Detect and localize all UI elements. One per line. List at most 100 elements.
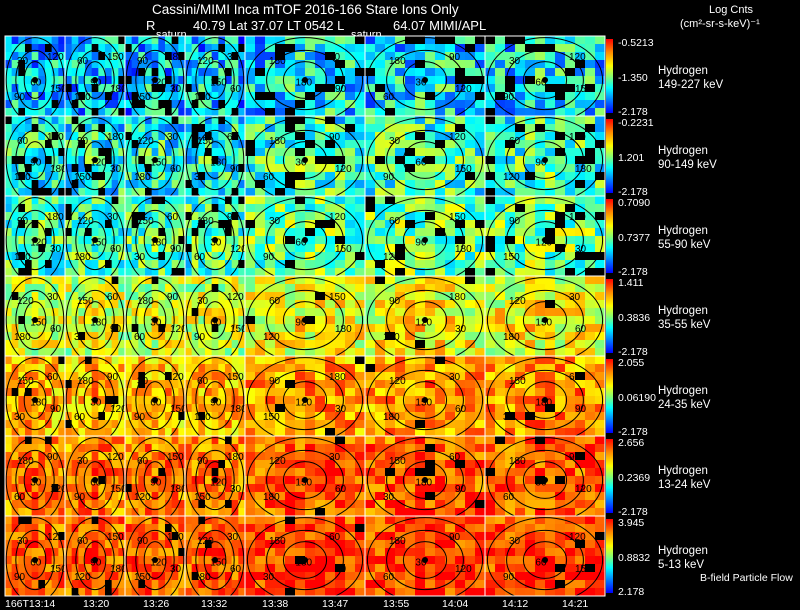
heatmap-cell	[595, 236, 606, 245]
heatmap-cell	[485, 260, 496, 269]
contour-label: 120	[150, 78, 167, 89]
heatmap-cell	[245, 108, 256, 117]
heatmap-cell	[485, 356, 496, 365]
heatmap-cell	[172, 36, 179, 45]
heatmap-cell	[32, 524, 39, 533]
heatmap-cell	[525, 356, 536, 365]
heatmap-cell	[185, 204, 192, 213]
heatmap-cell	[118, 268, 125, 277]
heatmap-cell	[495, 60, 506, 69]
heatmap-cell	[32, 100, 39, 109]
heatmap-cell	[555, 372, 566, 381]
heatmap-cell	[485, 132, 496, 141]
contour-label: 30	[150, 318, 162, 329]
contour-label: 120	[77, 216, 94, 227]
heatmap-cell	[545, 212, 556, 221]
heatmap-cell	[65, 436, 72, 445]
heatmap-cell	[395, 492, 406, 501]
heatmap-cell	[118, 204, 125, 213]
heatmap-cell	[305, 468, 316, 477]
heatmap-cell	[445, 244, 456, 253]
heatmap-cell	[152, 180, 159, 189]
heatmap-cell	[405, 76, 416, 85]
heatmap-cell	[585, 316, 596, 325]
heatmap-cell	[345, 60, 356, 69]
heatmap-cell	[178, 500, 185, 509]
contour-label: 60	[74, 412, 86, 423]
heatmap-cell	[365, 180, 376, 189]
heatmap-cell	[132, 316, 139, 325]
heatmap-cell	[355, 68, 366, 77]
heatmap-cell	[355, 108, 366, 117]
heatmap-cell	[85, 500, 92, 509]
heatmap-cell	[212, 500, 219, 509]
heatmap-cell	[192, 388, 199, 397]
heatmap-cell	[125, 116, 132, 125]
heatmap-cell	[212, 148, 219, 157]
heatmap-cell	[465, 300, 476, 309]
heatmap-cell	[475, 268, 486, 277]
heatmap-cell	[238, 308, 245, 317]
heatmap-cell	[315, 476, 326, 485]
heatmap-cell	[465, 412, 476, 421]
contour-label: 30	[77, 456, 89, 467]
contour-label: 120	[263, 332, 280, 343]
contour-label: 120	[17, 296, 34, 307]
heatmap-cell	[5, 276, 12, 285]
heatmap-cell	[112, 180, 119, 189]
heatmap-cell	[565, 164, 576, 173]
heatmap-cell	[405, 116, 416, 125]
heatmap-cell	[365, 356, 376, 365]
heatmap-cell	[85, 516, 92, 525]
heatmap-cell	[435, 76, 446, 85]
heatmap-cell	[585, 436, 596, 445]
heatmap-cell	[255, 236, 266, 245]
heatmap-cell	[132, 588, 139, 597]
heatmap-cell	[255, 476, 266, 485]
heatmap-cell	[125, 524, 132, 533]
heatmap-cell	[178, 268, 185, 277]
heatmap-cell	[178, 204, 185, 213]
heatmap-cell	[185, 348, 192, 357]
heatmap-cell	[255, 220, 266, 229]
heatmap-cell	[355, 428, 366, 437]
heatmap-cell	[545, 292, 556, 301]
heatmap-cell	[365, 36, 376, 45]
heatmap-cell	[325, 428, 336, 437]
heatmap-cell	[345, 300, 356, 309]
heatmap-cell	[152, 388, 159, 397]
heatmap-cell	[385, 36, 396, 45]
heatmap-cell	[445, 404, 456, 413]
heatmap-cell	[212, 260, 219, 269]
heatmap-cell	[505, 36, 516, 45]
heatmap-cell	[58, 356, 65, 365]
contour-label: 60	[50, 324, 62, 335]
contour-label: 120	[335, 164, 352, 175]
heatmap-cell	[12, 236, 19, 245]
heatmap-cell	[255, 156, 266, 165]
heatmap-cell	[345, 404, 356, 413]
heatmap-cell	[78, 44, 85, 53]
heatmap-cell	[475, 436, 486, 445]
heatmap-cell	[192, 428, 199, 437]
heatmap-cell	[465, 276, 476, 285]
heatmap-cell	[185, 268, 192, 277]
heatmap-cell	[485, 188, 496, 197]
contour-label: 90	[210, 398, 222, 409]
heatmap-cell	[65, 268, 72, 277]
heatmap-cell	[435, 156, 446, 165]
heatmap-cell	[395, 188, 406, 197]
heatmap-cell	[365, 484, 376, 493]
heatmap-cell	[92, 572, 99, 581]
heatmap-cell	[485, 436, 496, 445]
heatmap-cell	[118, 284, 125, 293]
heatmap-cell	[475, 236, 486, 245]
heatmap-cell	[375, 356, 386, 365]
heatmap-cell	[275, 284, 286, 293]
heatmap-cell	[32, 548, 39, 557]
heatmap-cell	[585, 180, 596, 189]
heatmap-cell	[335, 100, 346, 109]
heatmap-cell	[545, 388, 556, 397]
heatmap-cell	[118, 180, 125, 189]
heatmap-cell	[435, 292, 446, 301]
